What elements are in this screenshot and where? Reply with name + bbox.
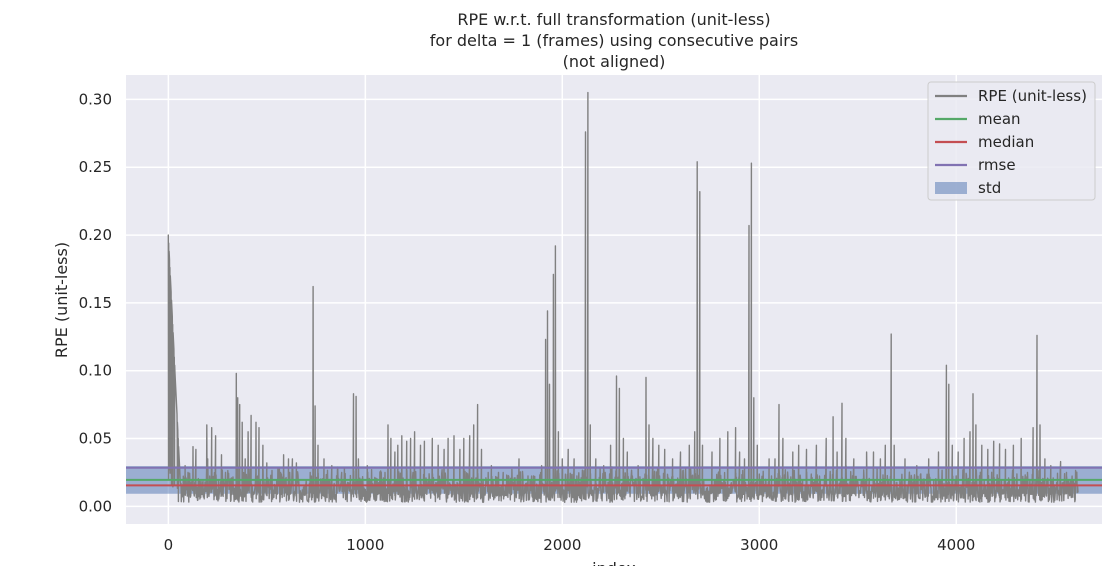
legend: RPE (unit-less) mean median rmse std <box>927 81 1096 201</box>
x-tick-label-0: 0 <box>164 536 174 554</box>
legend-label-std: std <box>978 179 1001 197</box>
rpe-series-line <box>167 91 1079 503</box>
y-axis-label: RPE (unit-less) <box>52 242 71 358</box>
watermark-text: CSDN @王必能会 <box>980 539 1103 557</box>
title-line-2: for delta = 1 (frames) using consecutive… <box>430 31 798 50</box>
chart-title: RPE w.r.t. full transformation (unit-les… <box>430 10 798 71</box>
y-tick-label-2: 0.10 <box>79 362 112 380</box>
y-tick-label-4: 0.20 <box>79 226 112 244</box>
series-layer <box>167 91 1079 503</box>
legend-label-mean: mean <box>978 110 1021 128</box>
title-line-1: RPE w.r.t. full transformation (unit-les… <box>457 10 770 29</box>
y-tick-label-0: 0.00 <box>79 497 112 515</box>
stat-lines-layer <box>126 466 1102 487</box>
x-axis-label: index <box>592 559 636 566</box>
legend-label-rpe: RPE (unit-less) <box>978 87 1087 105</box>
x-tick-label-2: 2000 <box>543 536 581 554</box>
legend-label-median: median <box>978 133 1034 151</box>
y-tick-label-6: 0.30 <box>79 90 112 108</box>
y-tick-label-5: 0.25 <box>79 158 112 176</box>
title-line-3: (not aligned) <box>563 52 666 71</box>
y-tick-label-3: 0.15 <box>79 294 112 312</box>
x-tick-label-4: 4000 <box>937 536 975 554</box>
legend-frame <box>927 81 1096 201</box>
legend-swatch-std <box>935 182 967 194</box>
y-tick-labels: 0.00 0.05 0.10 0.15 0.20 0.25 0.30 <box>79 90 112 515</box>
y-tick-label-1: 0.05 <box>79 430 112 448</box>
x-tick-label-1: 1000 <box>346 536 384 554</box>
x-tick-labels: 0 1000 2000 3000 4000 <box>164 536 976 554</box>
x-tick-label-3: 3000 <box>740 536 778 554</box>
legend-label-rmse: rmse <box>978 156 1016 174</box>
